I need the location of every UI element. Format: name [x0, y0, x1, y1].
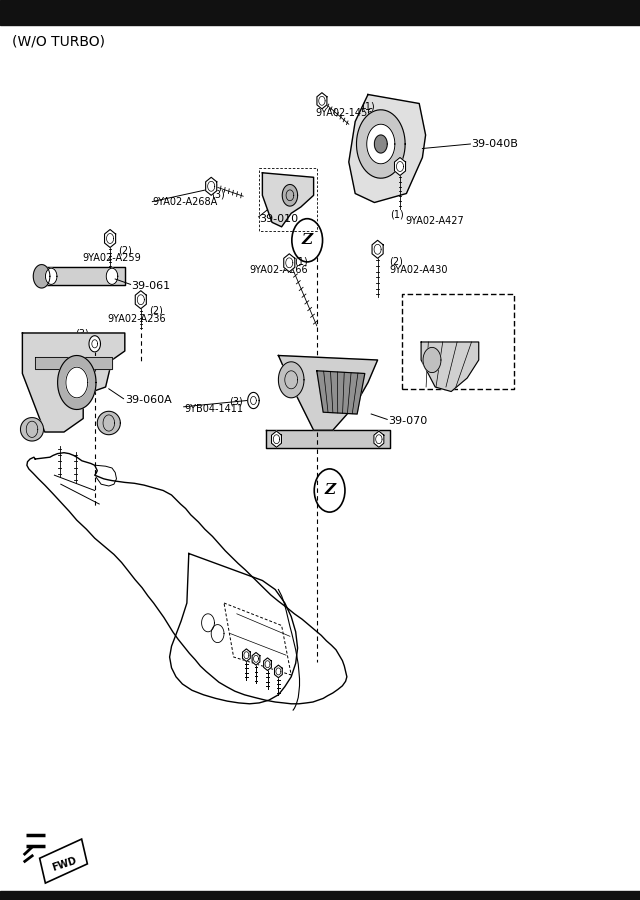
Polygon shape: [421, 342, 479, 392]
Polygon shape: [248, 392, 259, 409]
Text: 9YA02-A268A: 9YA02-A268A: [152, 196, 218, 207]
Text: (-220228): (-220228): [283, 358, 332, 369]
Text: 39-07Z: 39-07Z: [430, 351, 470, 362]
Text: (W/O TURBO): (W/O TURBO): [12, 34, 104, 49]
Polygon shape: [97, 411, 120, 435]
Polygon shape: [264, 658, 271, 670]
Text: 39-060A: 39-060A: [125, 395, 172, 406]
Polygon shape: [243, 649, 250, 662]
Text: 9YA02-A259: 9YA02-A259: [82, 253, 141, 264]
Text: Z: Z: [301, 233, 313, 248]
Text: (3): (3): [76, 328, 89, 338]
Polygon shape: [35, 357, 112, 369]
Polygon shape: [374, 431, 384, 447]
Polygon shape: [22, 333, 125, 432]
Text: (1): (1): [362, 101, 375, 112]
Polygon shape: [367, 124, 395, 164]
Polygon shape: [202, 614, 214, 632]
Polygon shape: [423, 347, 441, 373]
Text: 9YA02-1456: 9YA02-1456: [315, 108, 373, 119]
Polygon shape: [104, 230, 116, 248]
Text: FWD: FWD: [51, 855, 77, 873]
Polygon shape: [135, 291, 147, 309]
Text: 39-070: 39-070: [388, 416, 428, 427]
Text: (2): (2): [389, 256, 403, 267]
Polygon shape: [27, 453, 347, 704]
Text: 39-010: 39-010: [259, 213, 298, 224]
Text: (2): (2): [149, 305, 163, 316]
FancyBboxPatch shape: [40, 839, 88, 883]
Polygon shape: [278, 362, 304, 398]
Text: 9YB04-1411: 9YB04-1411: [184, 404, 243, 415]
Polygon shape: [45, 268, 57, 284]
Polygon shape: [349, 94, 426, 202]
Polygon shape: [317, 371, 365, 414]
Polygon shape: [266, 430, 390, 448]
Polygon shape: [66, 367, 88, 398]
Text: (1): (1): [294, 256, 308, 267]
Polygon shape: [58, 356, 96, 410]
Polygon shape: [356, 110, 405, 178]
Polygon shape: [205, 177, 217, 195]
Text: 39-07Z: 39-07Z: [288, 366, 328, 377]
Polygon shape: [106, 268, 118, 284]
Bar: [0, 0, 640, 25]
Text: Z: Z: [324, 483, 335, 498]
Polygon shape: [372, 240, 383, 258]
Polygon shape: [284, 254, 295, 272]
Text: 39-040B: 39-040B: [472, 139, 518, 149]
Text: 9YA02-A430: 9YA02-A430: [389, 265, 447, 275]
Polygon shape: [394, 158, 406, 176]
Text: 9YA02-A236: 9YA02-A236: [107, 313, 166, 324]
Polygon shape: [262, 173, 314, 227]
Polygon shape: [33, 265, 50, 288]
Polygon shape: [20, 418, 44, 441]
Polygon shape: [252, 652, 260, 665]
Text: 9YA02-A427: 9YA02-A427: [405, 216, 464, 227]
Polygon shape: [374, 135, 387, 153]
Text: 9YB04-1240: 9YB04-1240: [24, 336, 83, 346]
Polygon shape: [278, 356, 378, 430]
Polygon shape: [282, 184, 298, 206]
Polygon shape: [211, 625, 224, 643]
Polygon shape: [275, 665, 282, 678]
Text: (1): (1): [390, 209, 404, 220]
Text: (2): (2): [118, 245, 132, 256]
Polygon shape: [271, 431, 282, 447]
Text: (3): (3): [211, 189, 225, 200]
Polygon shape: [317, 93, 327, 109]
Polygon shape: [38, 267, 125, 285]
Text: 9YA02-A266: 9YA02-A266: [250, 265, 308, 275]
Text: (220228-): (220228-): [422, 341, 471, 352]
Bar: [0, 891, 640, 900]
Text: (3): (3): [229, 396, 243, 407]
Text: 39-061: 39-061: [131, 281, 170, 292]
Polygon shape: [89, 336, 100, 352]
